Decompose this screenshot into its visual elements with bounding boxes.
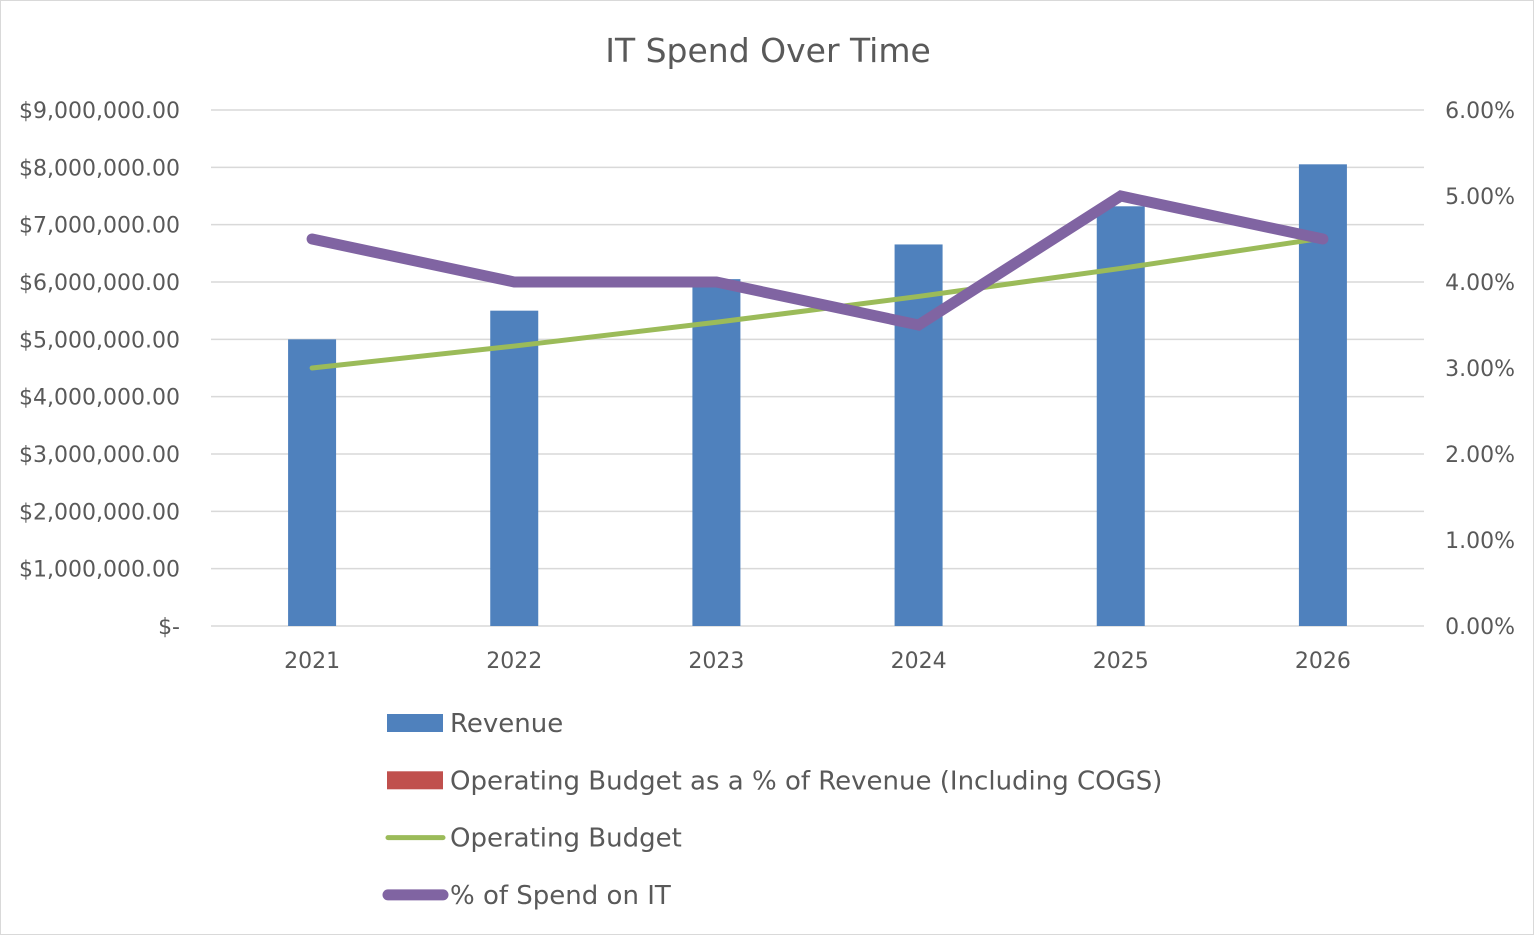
legend-label: Operating Budget xyxy=(450,824,682,854)
y-left-tick-label: $5,000,000.00 xyxy=(19,328,180,353)
legend-label: Revenue xyxy=(450,709,563,739)
legend-label: % of Spend on IT xyxy=(450,881,671,911)
legend-label: Operating Budget as a % of Revenue (Incl… xyxy=(450,766,1162,796)
y-left-tick-label: $6,000,000.00 xyxy=(19,271,180,296)
x-tick-label: 2021 xyxy=(284,649,340,674)
y-left-tick-label: $9,000,000.00 xyxy=(19,99,180,124)
y-right-tick-label: 5.00% xyxy=(1445,185,1515,210)
x-tick-label: 2022 xyxy=(486,649,542,674)
y-left-tick-label: $8,000,000.00 xyxy=(19,156,180,181)
y-left-tick-label: $4,000,000.00 xyxy=(19,386,180,411)
y-right-tick-label: 1.00% xyxy=(1445,529,1515,554)
y-right-tick-label: 4.00% xyxy=(1445,271,1515,296)
x-tick-label: 2025 xyxy=(1093,649,1149,674)
y-left-tick-label: $1,000,000.00 xyxy=(19,558,180,583)
y-left-tick-label: $2,000,000.00 xyxy=(19,500,180,525)
chart-title: IT Spend Over Time xyxy=(605,31,931,70)
bar-revenue xyxy=(692,279,741,626)
bar-revenue xyxy=(288,339,337,626)
y-right-tick-label: 2.00% xyxy=(1445,443,1515,468)
y-right-tick-label: 3.00% xyxy=(1445,357,1515,382)
bar-revenue xyxy=(894,244,943,627)
y-right-tick-label: 0.00% xyxy=(1445,615,1515,640)
y-left-tick-label: $3,000,000.00 xyxy=(19,443,180,468)
line--of-spend-on-it xyxy=(306,190,1329,331)
y-right-tick-label: 6.00% xyxy=(1445,99,1515,124)
legend-swatch xyxy=(387,714,443,732)
bar-revenue xyxy=(490,310,539,626)
y-left-tick-label: $- xyxy=(158,615,180,640)
x-tick-label: 2026 xyxy=(1295,649,1351,674)
y-left-tick-label: $7,000,000.00 xyxy=(19,214,180,239)
x-tick-label: 2023 xyxy=(688,649,744,674)
line-operating-budget xyxy=(309,235,1326,371)
legend-swatch xyxy=(387,771,443,790)
bar-revenue xyxy=(1096,206,1145,627)
x-tick-label: 2024 xyxy=(891,649,947,674)
